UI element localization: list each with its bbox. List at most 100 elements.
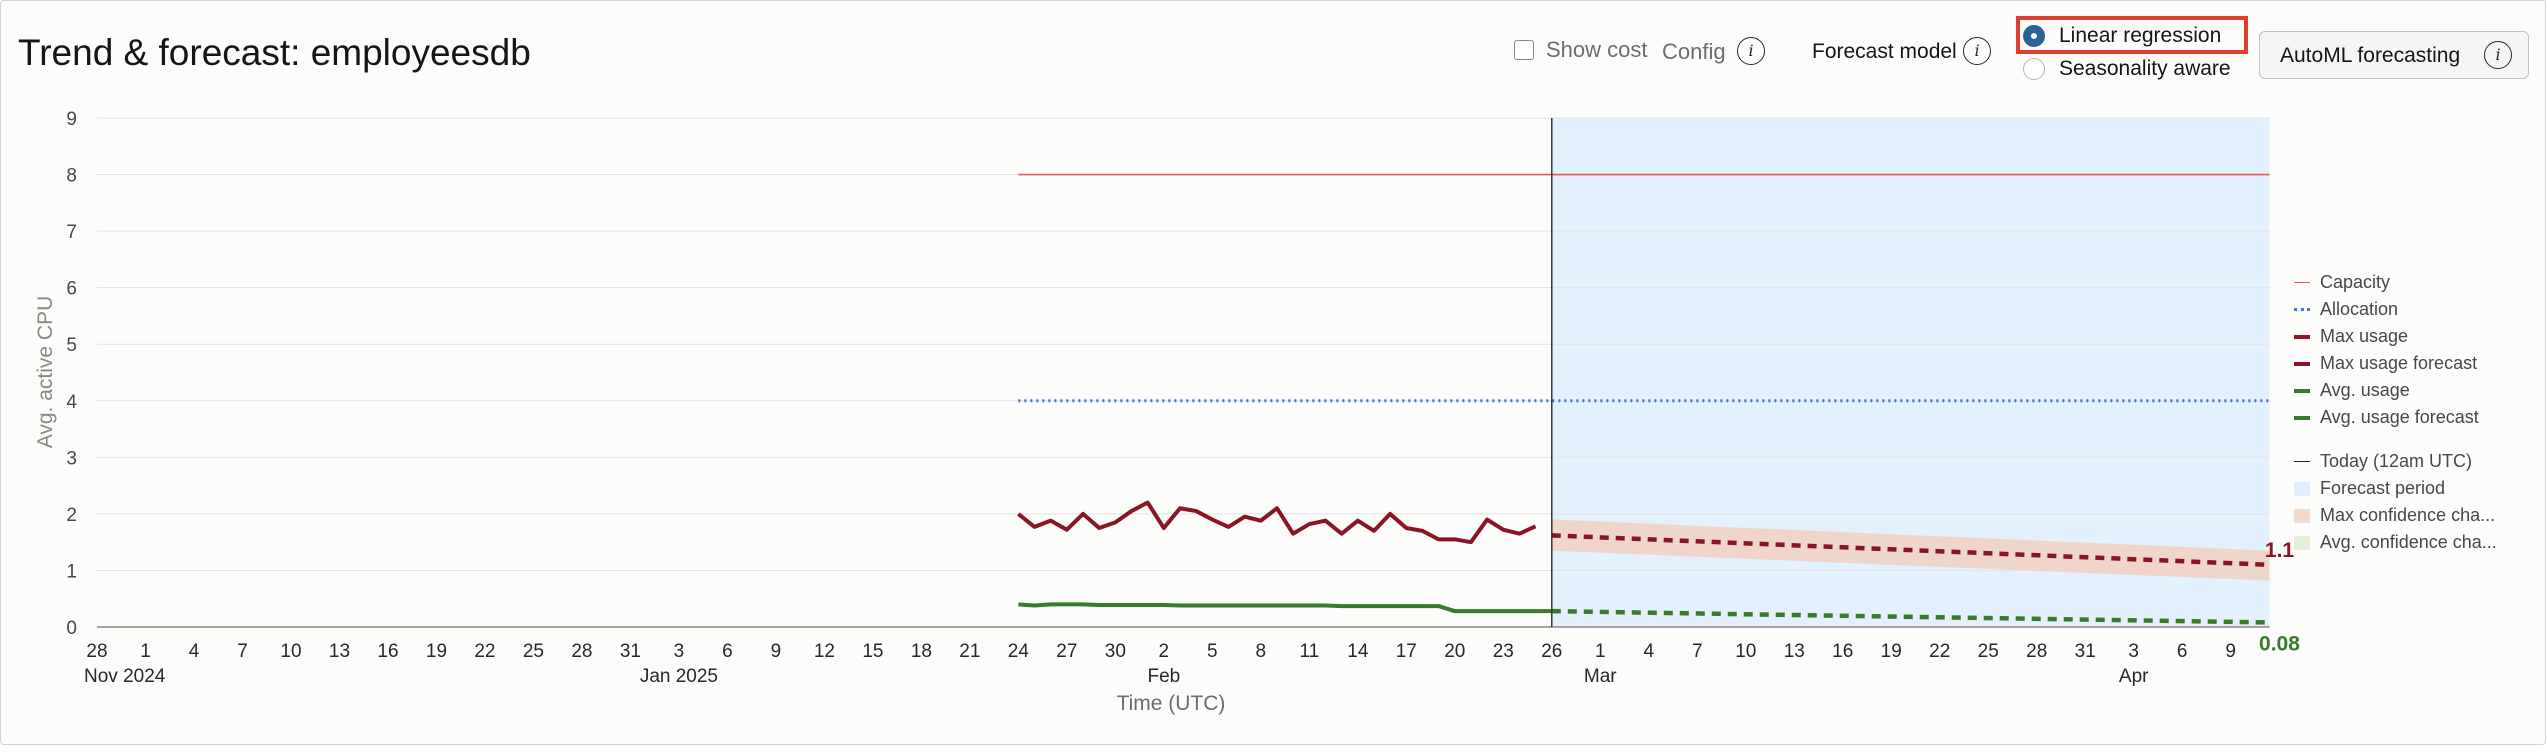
legend-label: Max confidence cha... — [2320, 505, 2496, 525]
legend-item[interactable]: Capacity — [2294, 272, 2390, 293]
series-max-usage — [1017, 500, 1537, 545]
x-tick-label: 3 — [2128, 641, 2139, 662]
legend-item[interactable]: Allocation — [2294, 299, 2398, 320]
x-tick-label: 26 — [1541, 641, 1562, 662]
legend-swatch — [2294, 334, 2310, 339]
x-tick-label: 20 — [1444, 641, 1465, 662]
y-tick-label: 7 — [66, 222, 77, 243]
legend-item[interactable]: Avg. usage — [2294, 380, 2410, 401]
legend-item[interactable]: Forecast period — [2294, 478, 2445, 499]
x-tick-label: 23 — [1493, 641, 1514, 662]
x-tick-label: 21 — [959, 641, 980, 662]
legend-item[interactable]: Max confidence cha... — [2294, 505, 2495, 526]
config-info-icon[interactable]: i — [1737, 37, 1765, 65]
legend-swatch — [2294, 460, 2310, 463]
x-tick-label: 28 — [571, 641, 592, 662]
x-tick-label: 16 — [377, 641, 398, 662]
y-axis-title: Avg. active CPU — [34, 296, 57, 449]
x-tick-label: 28 — [86, 641, 107, 662]
x-tick-label: 15 — [862, 641, 883, 662]
x-period-label: Apr — [2119, 666, 2149, 687]
radio-linear-regression[interactable]: Linear regression — [2023, 24, 2221, 48]
radio-unselected-icon[interactable] — [2023, 58, 2045, 80]
automl-forecasting-button[interactable]: AutoML forecasting i — [2259, 31, 2529, 79]
legend-item[interactable]: Max usage forecast — [2294, 353, 2477, 374]
x-tick-label: 4 — [189, 641, 200, 662]
legend-item[interactable]: Today (12am UTC) — [2294, 451, 2472, 472]
x-tick-label: 10 — [1735, 641, 1756, 662]
series-max-usage-forecast — [1551, 533, 2270, 568]
x-period-label: Feb — [1147, 666, 1180, 687]
x-tick-label: 27 — [1056, 641, 1077, 662]
x-axis-title: Time (UTC) — [1117, 692, 1226, 715]
legend-label: Today (12am UTC) — [2320, 451, 2473, 471]
x-tick-label: 19 — [426, 641, 447, 662]
y-tick-label: 0 — [66, 618, 77, 639]
x-period-label: Mar — [1584, 666, 1617, 687]
x-tick-label: 7 — [237, 641, 248, 662]
legend-label: Max usage — [2320, 326, 2409, 346]
show-cost-label: Show cost — [1546, 37, 1648, 62]
x-tick-label: 5 — [1207, 641, 1218, 662]
legend-swatch — [2294, 508, 2310, 523]
selection-highlight — [2016, 16, 2248, 54]
x-tick-label: 10 — [280, 641, 301, 662]
end-value-label: 1.1 — [2265, 539, 2295, 562]
x-tick-label: 19 — [1881, 641, 1902, 662]
forecast-model-info-icon[interactable]: i — [1963, 37, 1991, 65]
legend-swatch — [2294, 415, 2310, 420]
radio-label-seasonality-aware: Seasonality aware — [2059, 57, 2231, 80]
page-title: Trend & forecast: employeesdb — [18, 32, 531, 73]
legend-item[interactable]: Max usage — [2294, 326, 2408, 347]
legend-swatch — [2294, 361, 2310, 366]
x-tick-label: 14 — [1347, 641, 1369, 662]
legend-label: Avg. usage forecast — [2320, 407, 2479, 427]
legend-item[interactable]: Avg. usage forecast — [2294, 407, 2479, 428]
x-tick-label: 6 — [2177, 641, 2188, 662]
legend-swatch — [2294, 535, 2310, 550]
legend-item[interactable]: Avg. confidence cha... — [2294, 532, 2497, 553]
x-tick-label: 22 — [1929, 641, 1950, 662]
y-tick-label: 1 — [66, 561, 77, 582]
radio-seasonality-aware[interactable]: Seasonality aware — [2023, 57, 2231, 81]
x-tick-label: 4 — [1643, 641, 1654, 662]
automl-button-label: AutoML forecasting — [2280, 44, 2461, 67]
x-tick-label: 28 — [2026, 641, 2047, 662]
x-tick-label: 6 — [722, 641, 733, 662]
y-tick-label: 9 — [66, 109, 77, 130]
x-tick-label: 3 — [674, 641, 685, 662]
y-tick-label: 4 — [66, 392, 77, 413]
x-tick-label: 1 — [140, 641, 151, 662]
legend-label: Allocation — [2320, 299, 2399, 319]
automl-info-icon: i — [2484, 41, 2512, 69]
x-tick-label: 8 — [1256, 641, 1267, 662]
show-cost-checkbox[interactable]: Show cost — [1514, 37, 1648, 63]
x-tick-label: 7 — [1692, 641, 1703, 662]
x-tick-label: 30 — [1105, 641, 1126, 662]
x-tick-label: 24 — [1008, 641, 1030, 662]
x-period-label: Nov 2024 — [84, 666, 166, 687]
x-tick-label: 12 — [814, 641, 835, 662]
y-tick-label: 8 — [66, 166, 77, 187]
checkbox-box[interactable] — [1514, 40, 1534, 60]
x-tick-label: 2 — [1159, 641, 1170, 662]
x-tick-label: 13 — [329, 641, 350, 662]
x-tick-label: 16 — [1832, 641, 1853, 662]
y-tick-label: 3 — [66, 448, 77, 469]
x-tick-label: 25 — [1978, 641, 1999, 662]
radio-selected-icon[interactable] — [2023, 25, 2045, 47]
y-tick-label: 5 — [66, 335, 77, 356]
legend-swatch — [2294, 281, 2310, 284]
forecast-model-label: Forecast model — [1812, 40, 1957, 63]
x-tick-label: 25 — [523, 641, 544, 662]
y-tick-label: 2 — [66, 505, 77, 526]
x-tick-label: 13 — [1784, 641, 1805, 662]
x-tick-label: 17 — [1396, 641, 1417, 662]
radio-label-linear-regression: Linear regression — [2059, 24, 2222, 47]
x-period-label: Jan 2025 — [640, 666, 718, 687]
legend-swatch — [2294, 388, 2310, 393]
legend-label: Capacity — [2320, 272, 2391, 292]
x-tick-label: 11 — [1299, 641, 1319, 662]
x-tick-label: 18 — [911, 641, 932, 662]
x-tick-label: 22 — [474, 641, 495, 662]
